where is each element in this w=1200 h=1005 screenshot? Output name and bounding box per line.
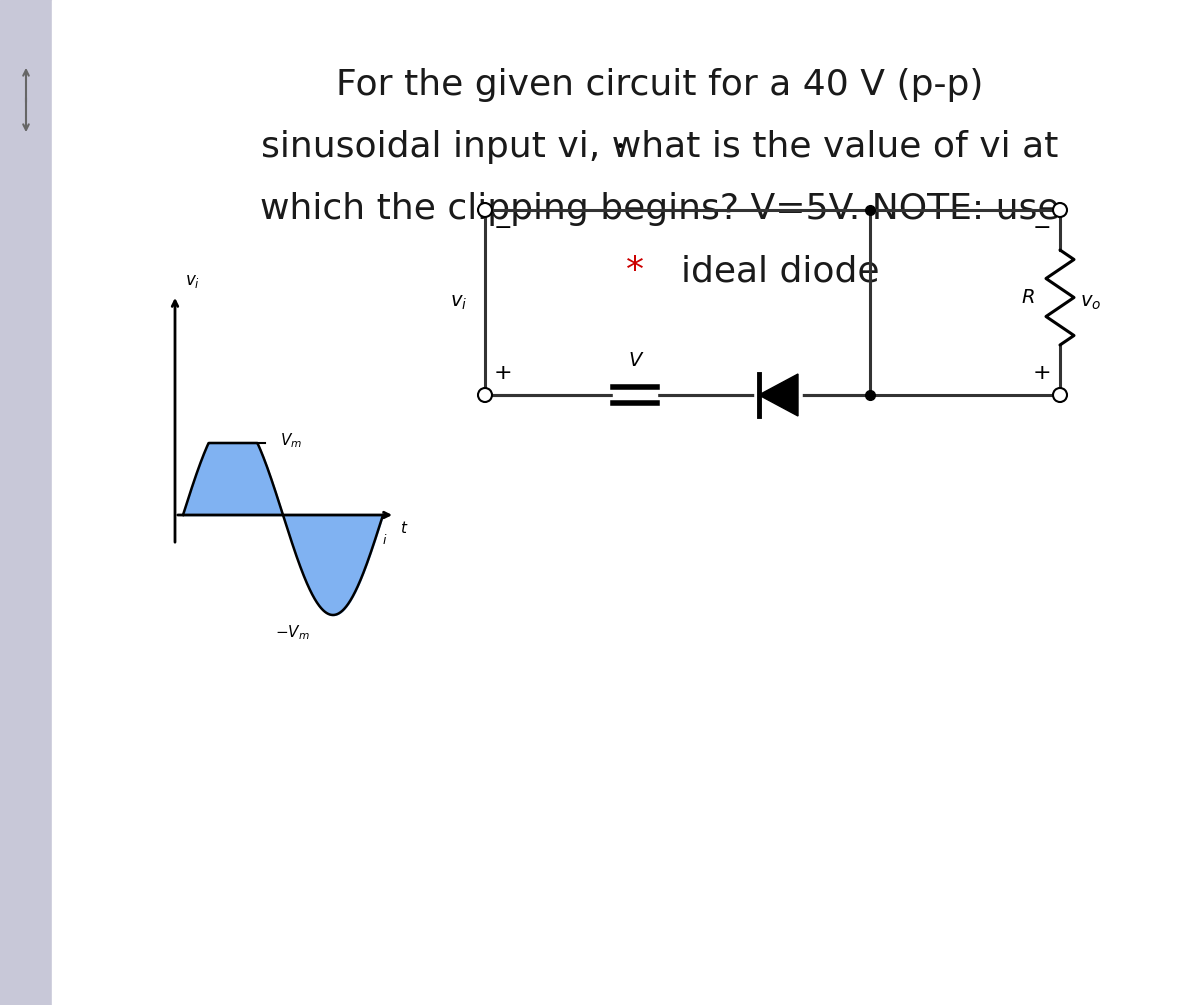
Text: $v_i$: $v_i$ xyxy=(185,272,200,290)
Text: $-V_m$: $-V_m$ xyxy=(275,623,310,642)
Text: R: R xyxy=(1021,288,1034,307)
Text: $v_i$: $v_i$ xyxy=(450,293,467,312)
Text: *: * xyxy=(626,254,644,288)
Circle shape xyxy=(1054,203,1067,217)
Text: sinusoidal input vi, what is the value of vi at: sinusoidal input vi, what is the value o… xyxy=(262,130,1058,164)
Text: which the clipping begins? V=5V. NOTE: use: which the clipping begins? V=5V. NOTE: u… xyxy=(260,192,1060,226)
Circle shape xyxy=(478,203,492,217)
Circle shape xyxy=(1054,388,1067,402)
Circle shape xyxy=(478,388,492,402)
Text: +: + xyxy=(493,363,512,383)
Text: $i$: $i$ xyxy=(383,533,388,547)
Text: V: V xyxy=(629,351,642,370)
Text: $V_m$: $V_m$ xyxy=(280,432,302,450)
Text: $v_o$: $v_o$ xyxy=(1080,293,1102,312)
Polygon shape xyxy=(758,374,798,416)
Text: For the given circuit for a 40 V (p-p): For the given circuit for a 40 V (p-p) xyxy=(336,68,984,102)
Text: $t$: $t$ xyxy=(400,520,408,536)
Text: −: − xyxy=(493,218,512,238)
Text: ideal diode: ideal diode xyxy=(680,254,880,288)
Text: +: + xyxy=(1033,363,1051,383)
Text: −: − xyxy=(1033,218,1051,238)
Bar xyxy=(0,0,52,1005)
